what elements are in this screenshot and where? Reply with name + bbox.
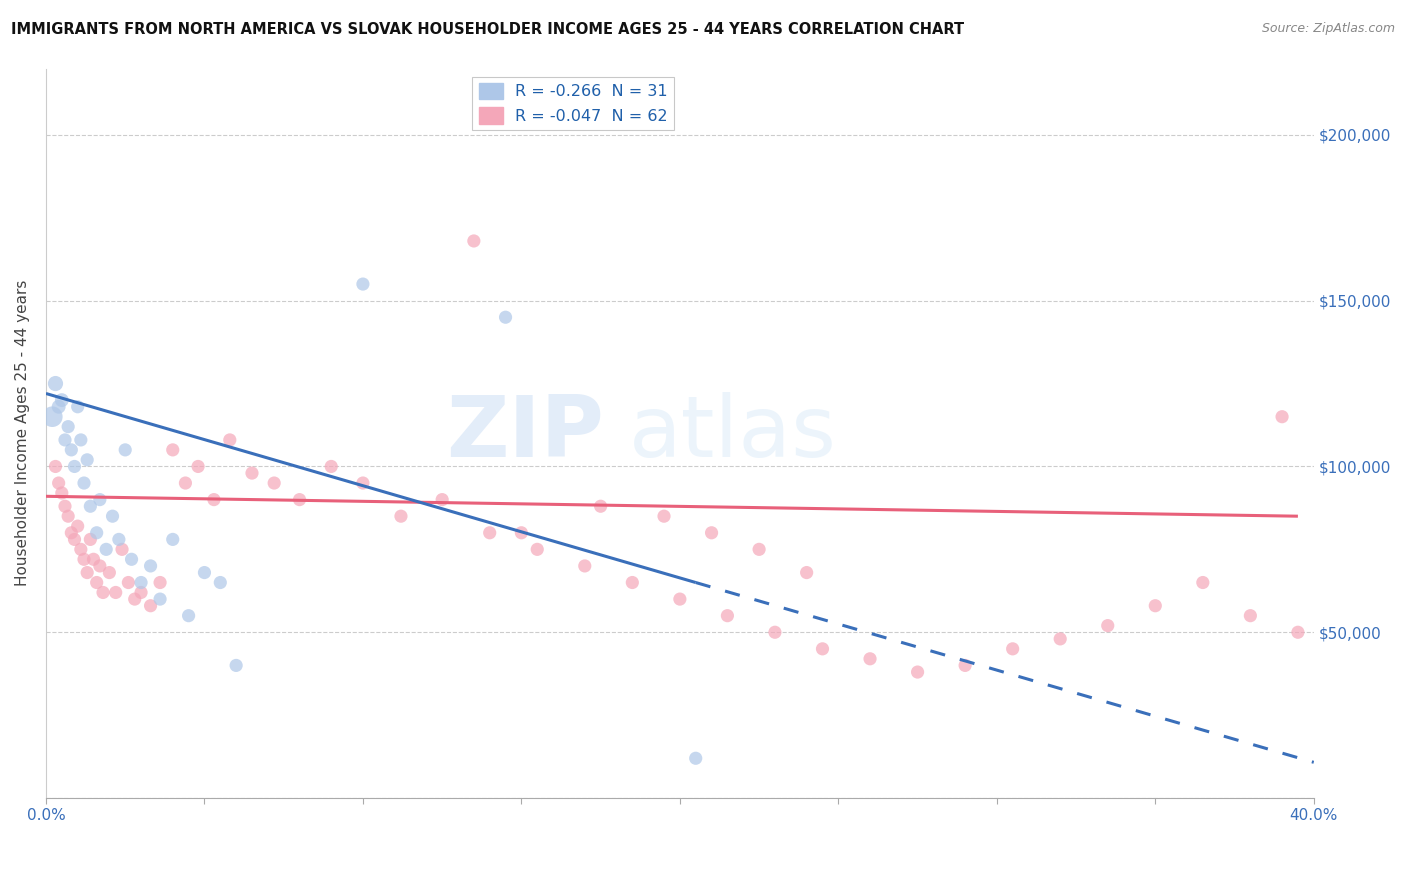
Point (589, 500, 612, 514)
Point (96, 542, 118, 557)
Point (510, 525, 533, 540)
Point (174, 476, 197, 491)
Point (66, 519, 89, 533)
Point (389, 509, 412, 524)
Point (574, 558, 596, 573)
Point (69, 433, 91, 447)
Point (149, 575, 172, 590)
Point (111, 542, 134, 557)
Point (811, 641, 834, 656)
Point (117, 575, 139, 590)
Text: Source: ZipAtlas.com: Source: ZipAtlas.com (1261, 22, 1395, 36)
Point (149, 592, 172, 607)
Point (1271, 409, 1294, 424)
Point (796, 566, 818, 580)
Point (526, 542, 548, 557)
Point (86, 525, 108, 540)
Point (218, 433, 240, 447)
Text: IMMIGRANTS FROM NORTH AMERICA VS SLOVAK HOUSEHOLDER INCOME AGES 25 - 44 YEARS CO: IMMIGRANTS FROM NORTH AMERICA VS SLOVAK … (11, 22, 965, 37)
Point (48, 476, 70, 491)
Point (56, 419, 79, 434)
Point (162, 442, 184, 457)
Point (652, 509, 675, 524)
Y-axis label: Householder Income Ages 25 - 44 years: Householder Income Ages 25 - 44 years (15, 280, 30, 586)
Point (716, 608, 738, 623)
Point (60, 525, 83, 540)
Point (53, 500, 76, 514)
Point (859, 652, 882, 666)
Point (48, 400, 70, 414)
Point (63, 533, 86, 547)
Point (1001, 641, 1024, 656)
Point (108, 533, 131, 547)
Point (177, 608, 200, 623)
Point (121, 552, 143, 566)
Legend: R = -0.266  N = 31, R = -0.047  N = 62: R = -0.266 N = 31, R = -0.047 N = 62 (472, 77, 675, 130)
Point (83, 552, 105, 566)
Point (193, 566, 215, 580)
Point (1191, 575, 1213, 590)
Point (288, 492, 311, 507)
Point (79, 533, 101, 547)
Point (669, 592, 692, 607)
Point (139, 599, 162, 613)
Point (621, 575, 644, 590)
Point (430, 492, 453, 507)
Point (321, 459, 343, 474)
Point (63, 459, 86, 474)
Point (139, 558, 162, 573)
Point (352, 476, 374, 491)
Point (209, 575, 232, 590)
Point (1286, 625, 1309, 640)
Point (202, 492, 225, 507)
Text: atlas: atlas (628, 392, 837, 475)
Point (44, 376, 66, 391)
Point (240, 466, 263, 480)
Point (76, 566, 98, 580)
Point (129, 575, 152, 590)
Point (51, 486, 73, 500)
Point (700, 525, 723, 540)
Point (89, 492, 111, 507)
Point (1049, 632, 1071, 646)
Point (263, 476, 285, 491)
Point (162, 533, 184, 547)
Point (98, 566, 121, 580)
Point (124, 592, 146, 607)
Point (748, 542, 770, 557)
Point (79, 500, 101, 514)
Point (763, 625, 786, 640)
Point (60, 442, 83, 457)
Point (44, 459, 66, 474)
Point (1097, 618, 1119, 632)
Point (129, 585, 152, 599)
Point (495, 310, 517, 325)
Point (1144, 599, 1167, 613)
Point (91, 585, 114, 599)
Point (69, 542, 91, 557)
Point (114, 442, 136, 457)
Point (73, 476, 96, 491)
Point (463, 234, 485, 248)
Point (104, 585, 127, 599)
Text: ZIP: ZIP (446, 392, 603, 475)
Point (66, 400, 89, 414)
Point (73, 552, 96, 566)
Point (51, 393, 73, 408)
Point (89, 558, 111, 573)
Point (86, 575, 108, 590)
Point (76, 452, 98, 467)
Point (101, 509, 124, 524)
Point (685, 751, 707, 765)
Point (56, 509, 79, 524)
Point (352, 277, 374, 291)
Point (187, 459, 209, 474)
Point (1239, 608, 1261, 623)
Point (53, 433, 76, 447)
Point (953, 658, 976, 673)
Point (41, 409, 63, 424)
Point (225, 658, 247, 673)
Point (478, 525, 501, 540)
Point (907, 665, 929, 679)
